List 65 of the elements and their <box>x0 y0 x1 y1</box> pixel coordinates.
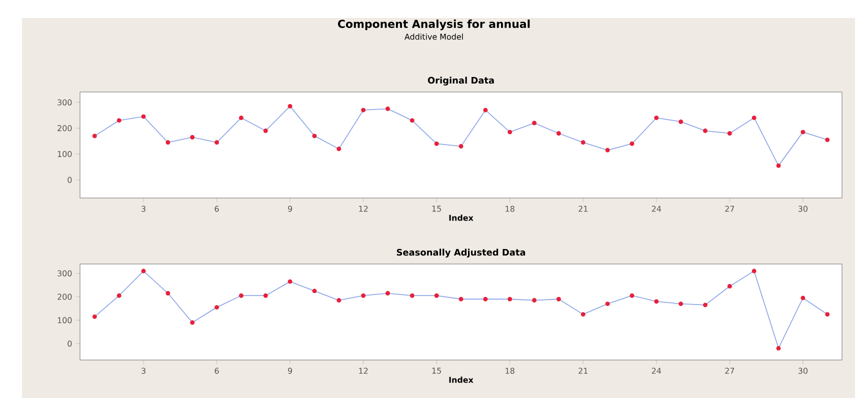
point <box>336 298 342 303</box>
point <box>288 279 292 284</box>
text: Component Analysis for annual <box>338 20 530 30</box>
point <box>800 296 806 300</box>
point <box>312 134 317 138</box>
point <box>752 116 756 120</box>
point <box>556 131 561 136</box>
point <box>605 148 610 152</box>
point <box>434 293 439 298</box>
point <box>92 134 97 138</box>
point <box>263 293 268 298</box>
point <box>580 312 586 317</box>
point <box>116 118 122 123</box>
point <box>361 108 366 112</box>
point <box>238 116 244 120</box>
point <box>532 298 537 303</box>
point <box>508 296 512 302</box>
point <box>580 140 586 145</box>
point <box>141 114 146 119</box>
point <box>532 120 537 126</box>
point <box>630 141 634 146</box>
chart-title: Seasonally Adjusted Data <box>396 248 526 258</box>
point <box>336 146 342 152</box>
point <box>116 293 122 298</box>
point <box>556 296 561 302</box>
chart-title: Original Data <box>428 76 494 86</box>
point <box>654 116 659 120</box>
point <box>166 291 170 296</box>
point <box>483 108 488 112</box>
point <box>630 293 634 298</box>
point <box>654 299 659 304</box>
point <box>434 141 439 146</box>
point <box>263 128 268 134</box>
point <box>312 288 317 294</box>
point <box>483 296 488 302</box>
point <box>727 284 732 288</box>
point <box>288 104 292 108</box>
point <box>361 293 366 298</box>
point <box>190 320 195 325</box>
point <box>385 291 390 296</box>
point <box>825 312 830 317</box>
point <box>776 163 781 168</box>
point <box>825 138 830 142</box>
point <box>678 119 684 124</box>
point <box>752 268 756 274</box>
point <box>190 135 195 140</box>
point <box>776 346 781 351</box>
point <box>410 118 414 123</box>
point <box>92 314 97 319</box>
point <box>727 131 732 136</box>
point <box>678 302 684 306</box>
point <box>214 305 220 310</box>
point <box>166 140 170 145</box>
point <box>458 144 464 149</box>
point <box>385 106 390 112</box>
point <box>605 302 610 306</box>
point <box>214 140 220 145</box>
point <box>800 130 806 134</box>
point <box>703 128 708 134</box>
point <box>508 130 512 134</box>
point <box>703 302 708 308</box>
point <box>141 268 146 274</box>
point <box>458 296 464 302</box>
point <box>410 293 414 298</box>
point <box>238 293 244 298</box>
